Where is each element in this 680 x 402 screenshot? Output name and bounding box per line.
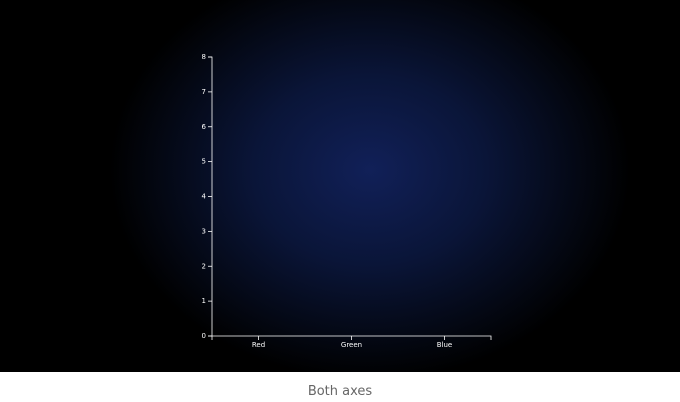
x-tick-label: Green <box>341 341 362 349</box>
y-tick-label: 1 <box>202 297 206 305</box>
y-tick-label: 0 <box>202 332 206 340</box>
y-tick-label: 6 <box>202 123 207 131</box>
x-tick-label: Blue <box>437 341 453 349</box>
y-tick-label: 5 <box>202 158 206 166</box>
y-tick-label: 7 <box>202 88 206 96</box>
chart: 0 1 2 3 4 5 6 7 8 Red Green Blue <box>0 0 680 372</box>
y-tick-label: 2 <box>202 262 206 270</box>
y-tick-label: 8 <box>202 53 206 61</box>
y-tick-label: 4 <box>202 193 207 201</box>
caption: Both axes <box>307 384 373 399</box>
x-tick-label: Red <box>252 341 265 349</box>
chart-area <box>0 0 680 372</box>
y-tick-label: 3 <box>202 227 206 235</box>
